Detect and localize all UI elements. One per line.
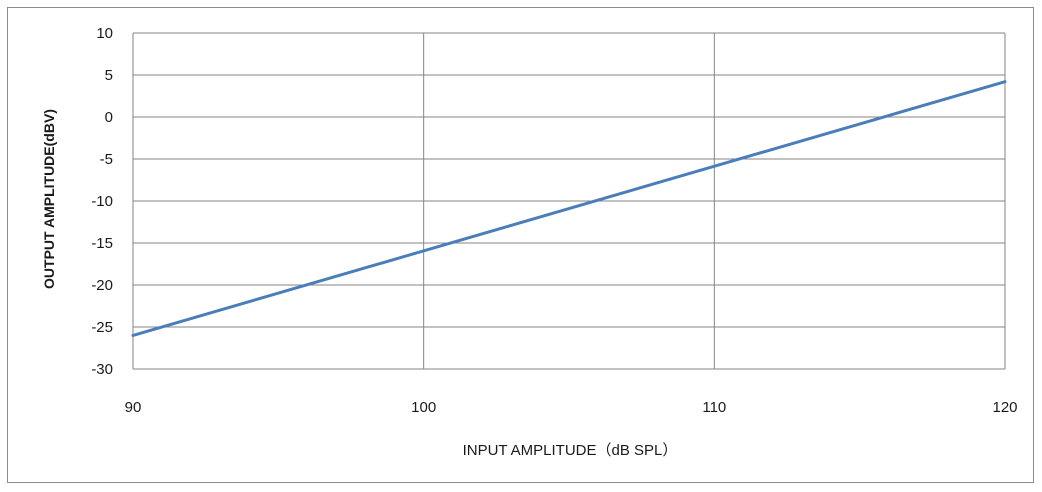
y-tick-label: 0 [105, 109, 113, 126]
x-tick-label: 100 [411, 399, 436, 416]
chart-frame [7, 7, 1034, 483]
y-tick-label: 5 [105, 67, 113, 84]
y-tick-label: -20 [91, 277, 113, 294]
y-tick-label: -10 [91, 193, 113, 210]
x-tick-label: 110 [702, 399, 726, 416]
y-tick-label: -25 [91, 319, 113, 336]
x-tick-label: 120 [992, 399, 1017, 416]
y-tick-label: -5 [100, 151, 113, 168]
y-tick-label: 10 [96, 25, 113, 42]
data-line [131, 80, 1007, 337]
x-tick-label: 90 [125, 399, 142, 416]
y-tick-label: -15 [91, 235, 113, 252]
y-tick-label: -30 [91, 361, 113, 378]
y-axis-label: OUTPUT AMPLITUDE(dBV) [41, 109, 57, 289]
x-axis-label: INPUT AMPLITUDE（dB SPL） [463, 442, 678, 459]
